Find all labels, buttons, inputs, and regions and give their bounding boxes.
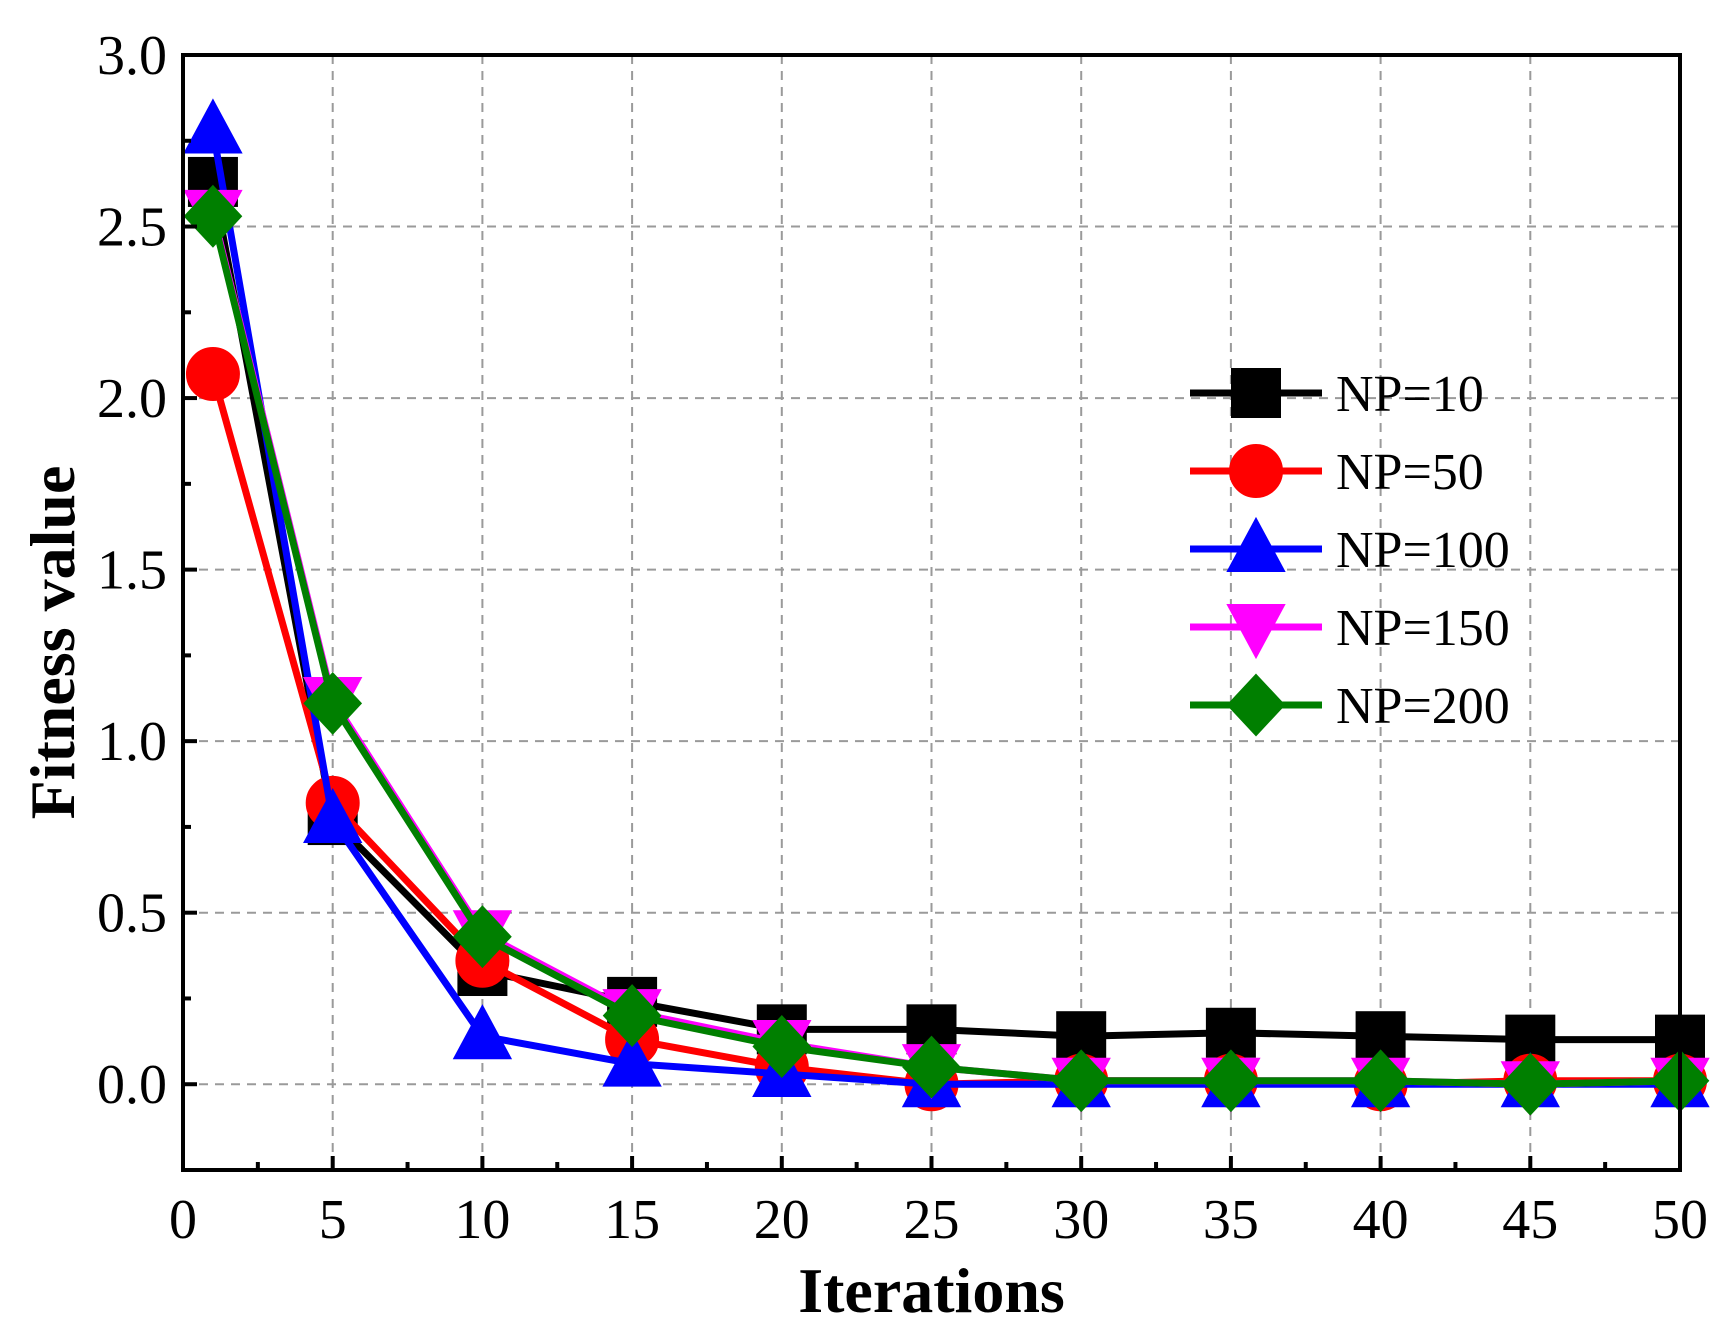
x-tick-label: 50 <box>1652 1189 1708 1251</box>
y-axis-title: Fitness value <box>17 466 88 820</box>
legend-entry: NP=200 <box>1190 673 1510 737</box>
data-point <box>1500 1052 1560 1116</box>
data-point <box>1351 1049 1410 1113</box>
data-point <box>1201 1049 1261 1113</box>
data-point <box>303 787 363 844</box>
legend-label: NP=150 <box>1336 600 1510 657</box>
x-tick-label: 15 <box>604 1189 660 1251</box>
legend-label: NP=50 <box>1336 444 1484 501</box>
legend-entry: NP=10 <box>1190 366 1484 423</box>
x-tick-label: 0 <box>169 1189 197 1251</box>
y-tick-label: 0.5 <box>97 883 167 945</box>
x-tick-label: 25 <box>904 1189 960 1251</box>
data-point <box>902 1035 961 1099</box>
data-point <box>1056 1011 1107 1062</box>
legend-entry: NP=150 <box>1190 600 1510 660</box>
data-point <box>185 347 240 402</box>
data-point <box>602 1031 662 1087</box>
data-point <box>452 1004 513 1060</box>
data-point <box>183 98 243 154</box>
y-tick-label: 1.5 <box>97 540 167 602</box>
tick-labels: 0 5 10 15 20 25 30 35 40 45 50 0.0 0.5 1.0 1.5 2.0 2.5 3.… <box>97 25 1708 1251</box>
series-np-200 <box>183 184 1710 1116</box>
legend-entry: NP=100 <box>1190 516 1510 579</box>
data-point <box>453 905 512 969</box>
x-tick-label: 35 <box>1203 1189 1259 1251</box>
data-point <box>303 671 363 735</box>
y-tick-label: 3.0 <box>97 25 167 87</box>
legend-marker <box>1229 444 1283 498</box>
data-point <box>602 984 662 1048</box>
x-tick-label: 40 <box>1353 1189 1409 1251</box>
x-tick-label: 10 <box>454 1189 510 1251</box>
data-point <box>1051 1049 1111 1113</box>
x-tick-label: 5 <box>319 1189 347 1251</box>
data-point <box>1205 1007 1256 1058</box>
y-tick-label: 2.5 <box>97 197 167 259</box>
legend: NP=10 NP=50 NP=100 NP=150 NP=200 <box>1190 366 1510 737</box>
x-tick-label: 45 <box>1502 1189 1558 1251</box>
y-tick-label: 0.0 <box>97 1054 167 1116</box>
y-tick-label: 1.0 <box>97 711 167 773</box>
legend-entry: NP=50 <box>1190 444 1484 501</box>
x-tick-label: 30 <box>1053 1189 1109 1251</box>
x-tick-label: 20 <box>754 1189 810 1251</box>
ticks <box>181 53 1682 1170</box>
legend-label: NP=10 <box>1336 366 1484 423</box>
legend-label: NP=200 <box>1336 678 1510 735</box>
data-point <box>183 184 243 248</box>
x-axis-title: Iterations <box>798 1255 1065 1326</box>
legend-marker <box>1226 604 1286 660</box>
legend-marker <box>1231 368 1281 418</box>
data-point <box>752 1015 812 1078</box>
y-tick-label: 2.0 <box>97 368 167 430</box>
legend-marker <box>1226 516 1286 572</box>
legend-marker <box>1226 673 1286 737</box>
legend-label: NP=100 <box>1336 522 1510 579</box>
series-layer <box>183 98 1710 1117</box>
